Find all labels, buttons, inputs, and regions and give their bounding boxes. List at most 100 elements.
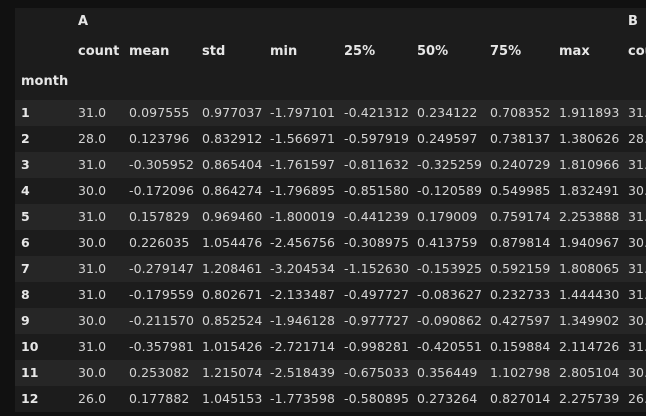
index-name: month	[21, 74, 69, 89]
table-cell: -0.811632	[344, 157, 410, 172]
table-cell: -0.083627	[417, 287, 483, 302]
table-cell-partial: 30.	[628, 365, 646, 380]
table-row: 10 31.0 -0.357981 1.015426 -2.721714 -0.99828…	[15, 334, 646, 360]
table-cell: -0.172096	[129, 183, 195, 198]
table-cell: 0.827014	[490, 391, 551, 406]
table-cell: 0.179009	[417, 209, 478, 224]
table-cell-partial: 30.	[628, 313, 646, 328]
table-cell: -0.153925	[417, 261, 483, 276]
table-cell: 2.114726	[559, 339, 620, 354]
table-cell: 31.0	[78, 105, 107, 120]
table-cell: -1.800019	[270, 209, 336, 224]
table-cell: 0.738137	[490, 131, 551, 146]
row-index: 5	[21, 209, 30, 224]
table-cell: -1.946128	[270, 313, 336, 328]
group-header-b: B	[628, 14, 638, 29]
row-index: 4	[21, 183, 30, 198]
table-cell: -0.977727	[344, 313, 410, 328]
table-cell-partial: 30.	[628, 235, 646, 250]
table-cell-partial: 31.	[628, 287, 646, 302]
table-cell: 2.805104	[559, 365, 620, 380]
col-header-25: 25%	[344, 44, 376, 59]
table-cell: 1.045153	[202, 391, 263, 406]
table-cell: 1.940967	[559, 235, 620, 250]
table-cell: 0.427597	[490, 313, 551, 328]
row-index: 1	[21, 105, 30, 120]
table-cell: -0.090862	[417, 313, 483, 328]
table-cell: -0.580895	[344, 391, 410, 406]
table-cell: 31.0	[78, 261, 107, 276]
describe-table: A B count mean std min 25% 50% 75% max c…	[15, 8, 646, 412]
table-cell: -1.797101	[270, 105, 336, 120]
group-header-a: A	[78, 14, 89, 29]
table-cell: 1.832491	[559, 183, 620, 198]
table-row: 2 28.0 0.123796 0.832912 -1.566971 -0.597919 0…	[15, 126, 646, 152]
table-row: 11 30.0 0.253082 1.215074 -2.518439 -0.675033…	[15, 360, 646, 386]
table-cell: 0.759174	[490, 209, 551, 224]
col-header-75: 75%	[490, 44, 522, 59]
table-row: 5 31.0 0.157829 0.969460 -1.800019 -0.441239 0…	[15, 204, 646, 230]
col-header-mean: mean	[129, 44, 170, 59]
table-cell: 0.708352	[490, 105, 551, 120]
table-cell: 0.234122	[417, 105, 478, 120]
row-index: 9	[21, 313, 30, 328]
table-cell: 0.159884	[490, 339, 551, 354]
table-cell: -0.325259	[417, 157, 483, 172]
table-cell: -2.133487	[270, 287, 336, 302]
table-cell: -1.773598	[270, 391, 336, 406]
table-cell: -0.211570	[129, 313, 195, 328]
table-cell-partial: 31.	[628, 261, 646, 276]
table-row: 7 31.0 -0.279147 1.208461 -3.204534 -1.152630…	[15, 256, 646, 282]
col-header-std: std	[202, 44, 226, 59]
table-cell: -0.179559	[129, 287, 195, 302]
table-cell: 0.549985	[490, 183, 551, 198]
col-header-b-count: cou	[628, 44, 646, 59]
table-cell: 0.969460	[202, 209, 263, 224]
table-cell: -0.421312	[344, 105, 410, 120]
table-cell: -0.497727	[344, 287, 410, 302]
col-header-max: max	[559, 44, 590, 59]
table-row: 3 31.0 -0.305952 0.865404 -1.761597 -0.811632…	[15, 152, 646, 178]
table-cell-partial: 26.	[628, 391, 646, 406]
col-header-count: count	[78, 44, 120, 59]
table-row: 4 30.0 -0.172096 0.864274 -1.796895 -0.851580…	[15, 178, 646, 204]
table-header: A B count mean std min 25% 50% 75% max c…	[15, 8, 646, 100]
table-cell: 26.0	[78, 391, 107, 406]
table-row: 6 30.0 0.226035 1.054476 -2.456756 -0.308975 0…	[15, 230, 646, 256]
table-cell: 31.0	[78, 209, 107, 224]
table-cell: -1.152630	[344, 261, 410, 276]
table-cell: 0.273264	[417, 391, 478, 406]
table-cell: 0.232733	[490, 287, 551, 302]
table-cell: 30.0	[78, 235, 107, 250]
table-cell: 2.275739	[559, 391, 620, 406]
table-body: 1 31.0 0.097555 0.977037 -1.797101 -0.421312 0…	[15, 100, 646, 412]
row-index: 7	[21, 261, 30, 276]
row-index: 10	[21, 339, 39, 354]
table-cell: 1.808065	[559, 261, 620, 276]
table-cell: 1.015426	[202, 339, 263, 354]
row-index: 3	[21, 157, 30, 172]
table-cell: 0.177882	[129, 391, 190, 406]
table-cell: -0.279147	[129, 261, 195, 276]
table-cell: -0.597919	[344, 131, 410, 146]
col-header-50: 50%	[417, 44, 449, 59]
table-cell: 0.977037	[202, 105, 263, 120]
table-cell: -3.204534	[270, 261, 336, 276]
table-cell: -2.456756	[270, 235, 336, 250]
table-cell: 0.356449	[417, 365, 478, 380]
table-row: 9 30.0 -0.211570 0.852524 -1.946128 -0.977727…	[15, 308, 646, 334]
table-cell: 0.852524	[202, 313, 263, 328]
table-cell: 0.097555	[129, 105, 190, 120]
table-cell: -0.420551	[417, 339, 483, 354]
table-cell: 1.208461	[202, 261, 263, 276]
table-cell: 2.253888	[559, 209, 620, 224]
table-cell: -0.851580	[344, 183, 410, 198]
row-index: 8	[21, 287, 30, 302]
table-cell-partial: 31.	[628, 209, 646, 224]
table-cell: 0.157829	[129, 209, 190, 224]
col-header-min: min	[270, 44, 298, 59]
table-cell: -2.721714	[270, 339, 336, 354]
table-cell: -2.518439	[270, 365, 336, 380]
table-cell: 30.0	[78, 365, 107, 380]
table-cell: 28.0	[78, 131, 107, 146]
